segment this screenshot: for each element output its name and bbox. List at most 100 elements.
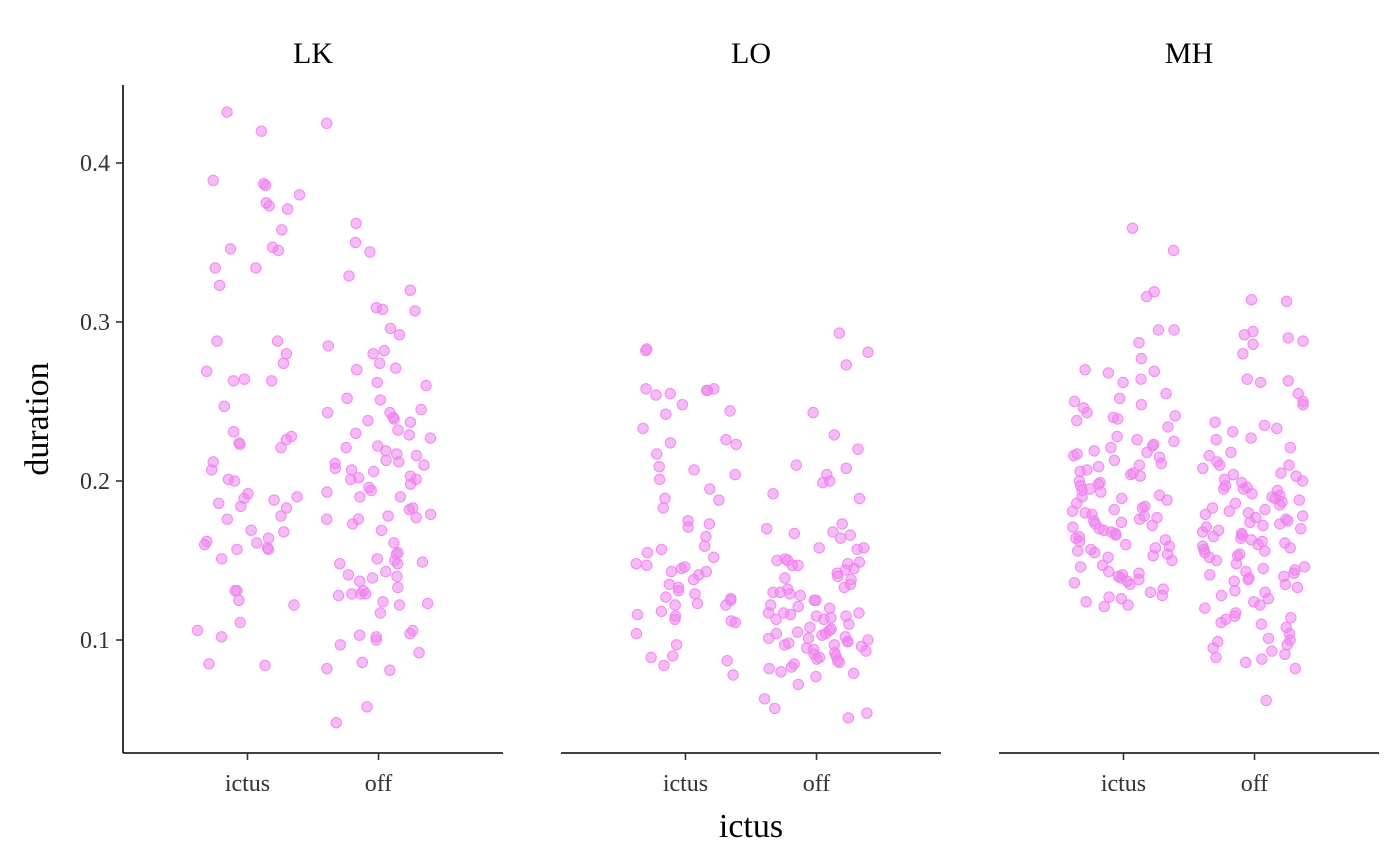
data-point xyxy=(1225,446,1237,459)
facet-panel-lo: LO ictus off xyxy=(561,37,941,797)
data-point xyxy=(1262,593,1275,605)
data-point xyxy=(1133,573,1145,586)
x-tick-label: ictus xyxy=(225,771,270,797)
data-point xyxy=(276,224,288,236)
data-point xyxy=(393,456,405,468)
data-point xyxy=(388,413,400,425)
data-point xyxy=(1141,290,1153,303)
data-point xyxy=(689,588,701,600)
data-point xyxy=(1206,502,1219,514)
data-point xyxy=(1223,505,1236,517)
data-point xyxy=(422,597,434,610)
data-point xyxy=(631,608,644,621)
data-point xyxy=(763,662,775,675)
data-point xyxy=(216,553,228,565)
data-point xyxy=(669,613,681,625)
data-point xyxy=(1237,483,1250,495)
data-point xyxy=(1230,558,1243,570)
data-point xyxy=(361,701,373,713)
data-point xyxy=(1282,332,1294,344)
data-point xyxy=(792,678,804,691)
data-point xyxy=(1289,662,1302,675)
data-point xyxy=(1210,651,1222,664)
data-point xyxy=(404,627,416,640)
data-point xyxy=(255,125,268,137)
data-point xyxy=(293,189,306,201)
data-point xyxy=(1116,492,1128,505)
data-point xyxy=(833,656,845,668)
data-point xyxy=(1066,505,1079,517)
data-point xyxy=(391,558,404,570)
data-point xyxy=(842,712,855,724)
data-point xyxy=(1103,565,1115,578)
data-point xyxy=(843,618,855,630)
data-point xyxy=(1295,523,1307,535)
data-point xyxy=(1068,395,1081,408)
data-point xyxy=(810,670,822,683)
facet-title: MH xyxy=(1165,37,1213,70)
data-point xyxy=(371,553,383,565)
data-point xyxy=(637,422,649,435)
data-point xyxy=(769,702,781,715)
data-point xyxy=(660,591,672,603)
data-point xyxy=(403,429,415,441)
data-point xyxy=(263,200,275,212)
data-point xyxy=(1215,616,1227,629)
data-point xyxy=(322,340,334,352)
data-point xyxy=(384,322,397,335)
data-point xyxy=(847,667,860,680)
data-point xyxy=(1199,508,1212,521)
data-point xyxy=(811,653,823,665)
data-point xyxy=(788,527,800,540)
data-point xyxy=(393,599,406,611)
data-point xyxy=(1072,545,1084,557)
data-point xyxy=(342,569,355,581)
data-point xyxy=(1283,459,1295,471)
data-point xyxy=(350,217,362,230)
data-point xyxy=(1275,467,1287,479)
data-point xyxy=(1262,632,1275,645)
data-point xyxy=(1209,416,1221,428)
data-point xyxy=(1102,551,1114,563)
x-tick-label: ictus xyxy=(663,771,708,797)
data-point xyxy=(1215,589,1228,602)
data-point xyxy=(1073,535,1086,548)
data-point xyxy=(215,631,228,643)
data-point xyxy=(640,344,652,357)
data-point xyxy=(670,639,683,651)
data-point xyxy=(1218,483,1230,495)
data-point xyxy=(655,543,668,556)
data-point xyxy=(354,575,366,587)
data-point xyxy=(356,656,368,668)
data-point xyxy=(213,497,225,509)
data-point xyxy=(340,441,352,454)
data-point xyxy=(370,634,382,646)
data-point xyxy=(853,492,866,505)
data-point xyxy=(779,639,791,651)
data-point xyxy=(660,408,672,420)
data-point xyxy=(1245,432,1257,444)
data-point xyxy=(703,518,715,530)
data-point xyxy=(630,558,642,570)
data-point xyxy=(785,661,798,673)
data-point xyxy=(1240,656,1252,668)
data-point xyxy=(640,383,652,395)
data-point xyxy=(1288,567,1300,579)
data-point xyxy=(645,651,657,664)
data-point xyxy=(353,629,366,641)
data-point xyxy=(1291,581,1304,594)
data-point xyxy=(650,389,662,401)
data-point xyxy=(347,518,359,530)
data-point xyxy=(813,542,825,554)
data-point xyxy=(1117,376,1129,389)
data-point xyxy=(329,462,341,474)
data-point xyxy=(699,540,711,552)
data-point xyxy=(288,599,300,611)
data-point xyxy=(1271,422,1283,435)
data-point xyxy=(653,461,665,473)
data-point xyxy=(380,445,392,457)
data-point xyxy=(206,464,218,476)
data-point xyxy=(838,581,850,594)
data-point xyxy=(211,335,223,347)
